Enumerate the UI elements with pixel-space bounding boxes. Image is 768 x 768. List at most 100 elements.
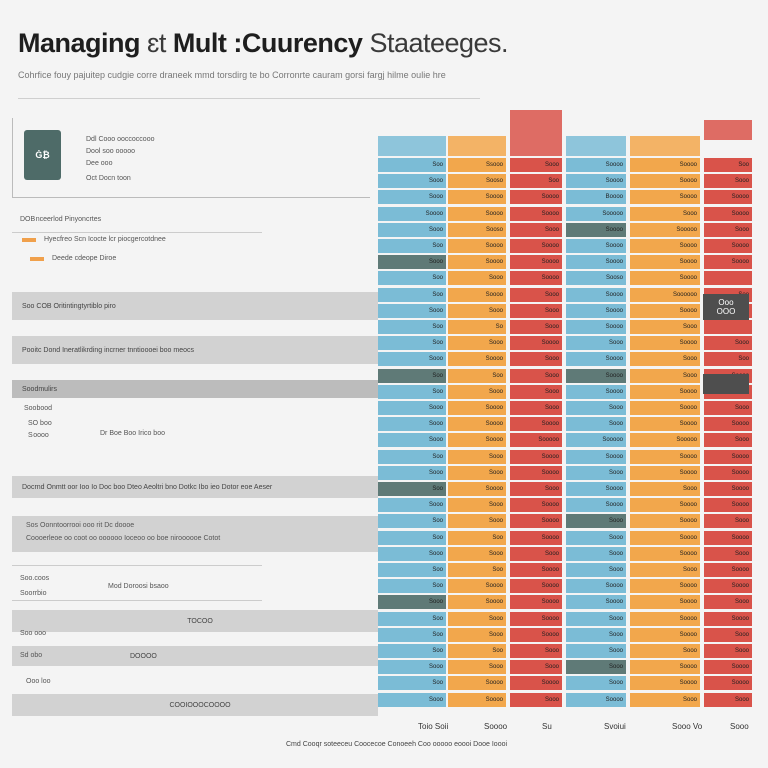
grid-cell: Soo — [378, 320, 446, 334]
grid-cell: Sooooo — [566, 206, 626, 221]
grid-cell: Soooo — [510, 255, 562, 270]
band-5-line-1: Sos Oonntoorrooi ooo rit Dc doooe — [26, 522, 135, 529]
grid-cell: Sooo — [510, 384, 562, 399]
grid-cell: Sooo — [448, 546, 506, 561]
grid-cell — [704, 320, 752, 334]
title-part-3: Staateeges. — [369, 28, 509, 58]
grid-cell: Sooo — [378, 417, 446, 432]
grid-cell: Soooo — [630, 417, 700, 432]
grid-cell: Sooo — [510, 287, 562, 302]
grid-cell: Soooooo — [630, 287, 700, 302]
grid-cell: Soo — [378, 579, 446, 594]
grid-cell: Soooo — [630, 514, 700, 529]
grid-cell: Sooo — [566, 676, 626, 691]
grid-cell: Soooo — [566, 384, 626, 399]
page-subtitle: Cohrfice fouy pajuitep cudgie corre dran… — [18, 70, 446, 80]
grid-cell: Sooo — [448, 303, 506, 318]
grid-cell: Sooo — [378, 352, 446, 367]
grid-cell: Soo — [378, 611, 446, 626]
grid-cell: Soooo — [448, 352, 506, 367]
grid-cell: Soo — [378, 482, 446, 496]
grid-cell: Soooo — [510, 449, 562, 464]
grid-cell: Soooo — [448, 287, 506, 302]
grid-cell: Soooo — [510, 465, 562, 480]
grid-cell: Soooo — [510, 579, 562, 594]
grid-cell: Soooo — [630, 530, 700, 545]
grid-cell: Sooso — [566, 271, 626, 286]
col-footer-6: Sooo — [730, 722, 749, 731]
grid-cell: Soooo — [630, 546, 700, 561]
grid-cell: Sooo — [566, 417, 626, 432]
section-band-3: Soodmulirs — [12, 380, 378, 398]
grid-cell: Sooo — [630, 352, 700, 367]
section-band-6: TOCOO — [12, 610, 378, 632]
grid-cell: Soooo — [448, 255, 506, 270]
grid-cell: Sooo — [566, 546, 626, 561]
grid-cell: Soooo — [704, 190, 752, 205]
grid-cell: Soooo — [630, 498, 700, 513]
grid-cell: Sooooo — [630, 433, 700, 448]
grid-cell: Soooo — [704, 498, 752, 513]
grid-cell: Soooo — [510, 498, 562, 513]
grid-cell: Soooo — [566, 449, 626, 464]
grid-cell: Soooo — [448, 239, 506, 253]
grid-cell: Sooo — [378, 546, 446, 561]
note-j: Soo ooo — [20, 630, 47, 637]
grid-cell: Sooo — [448, 384, 506, 399]
legend-item-1: Hyecfreo Scn Icocte lcr piocgercotdnee — [44, 236, 166, 243]
grid-cell: Sooo — [510, 320, 562, 334]
grid-cell: Soo — [378, 530, 446, 545]
grid-cell: Sooo — [448, 611, 506, 626]
grid-cell: Soooo — [704, 417, 752, 432]
page-title: Managing ɛt Mult :Cuurency Staateeges. — [18, 28, 509, 59]
column-header-6 — [704, 120, 752, 140]
grid-cell: Soooo — [704, 611, 752, 626]
header-divider — [18, 98, 480, 99]
grid-cell: Sooo — [704, 401, 752, 415]
card-line-3: Dee ooo — [86, 160, 113, 167]
col-footer-2: Soooo — [484, 722, 508, 731]
grid-cell: Sooo — [704, 174, 752, 189]
grid-cell: Sooo — [704, 627, 752, 642]
grid-cell: Sooo — [378, 595, 446, 610]
column-header-4 — [566, 136, 626, 156]
grid-cell: Sooso — [448, 174, 506, 189]
grid-cell: Soo — [448, 368, 506, 383]
grid-cell: Soooo — [510, 336, 562, 351]
grid-cell: Sooo — [630, 482, 700, 496]
grid-cell: Soooo — [566, 595, 626, 610]
grid-cell: Sooo — [630, 644, 700, 658]
grid-cell: Soooo — [566, 303, 626, 318]
grid-cell: Sooo — [510, 644, 562, 658]
grid-cell: Sooo — [378, 465, 446, 480]
grid-cell: Sooo — [510, 401, 562, 415]
legend-heading: DOB nceerlod Pinyoncrtes — [20, 216, 102, 223]
column-header-1 — [378, 136, 446, 156]
grid-cell: Soooo — [704, 660, 752, 675]
grid-cell: Soooo — [704, 255, 752, 270]
section-band-2: Pooitc Dond Ineratlikrding incrner tnnti… — [12, 336, 378, 364]
note-l: Sd obo — [20, 652, 43, 659]
grid-cell: Soooo — [704, 676, 752, 691]
grid-cell: Soooo — [630, 627, 700, 642]
grid-cell: Sooo — [630, 563, 700, 577]
currency-icon: Ġ₿ — [24, 130, 61, 180]
grid-cell: Sooo — [630, 368, 700, 383]
highlight-tag: Ooo OOO — [703, 294, 749, 320]
section-band-5 — [12, 516, 378, 552]
grid-cell: Sooo — [630, 320, 700, 334]
grid-cell: Soooo — [448, 579, 506, 594]
grid-cell: Soooo — [630, 401, 700, 415]
grid-cell: Sooooo — [566, 433, 626, 448]
grid-cell: Soooo — [704, 482, 752, 496]
grid-cell: Boooo — [566, 190, 626, 205]
grid-cell: Ssooo — [448, 158, 506, 172]
card-line-1: Ddl Cooo ooccoccooo — [86, 136, 155, 143]
legend-swatch-2 — [30, 257, 44, 261]
grid-cell: Soooo — [630, 384, 700, 399]
grid-cell: Soooo — [630, 174, 700, 189]
grid-cell: Sooo — [566, 644, 626, 658]
grid-cell: Soooo — [566, 255, 626, 270]
grid-cell: So — [448, 320, 506, 334]
grid-cell: Soooo — [566, 158, 626, 172]
